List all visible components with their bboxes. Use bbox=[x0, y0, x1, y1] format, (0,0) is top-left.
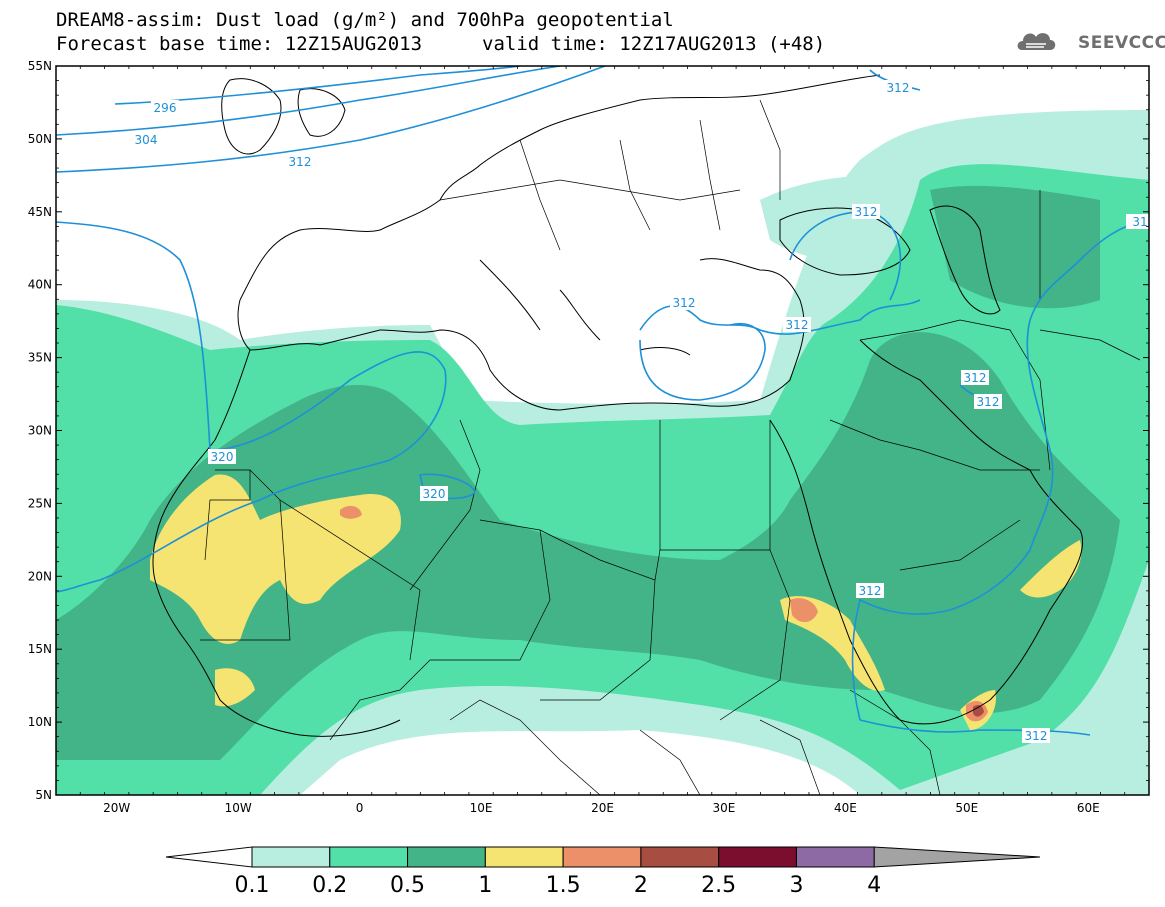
colorbar-label: 0.2 bbox=[312, 873, 347, 898]
contour-label: 312 bbox=[783, 317, 811, 332]
lat-label: 15N bbox=[28, 642, 52, 656]
svg-text:296: 296 bbox=[154, 101, 177, 115]
contour-label: 312 bbox=[1022, 728, 1050, 743]
svg-text:312: 312 bbox=[887, 81, 910, 95]
lon-label: 60E bbox=[1077, 801, 1100, 815]
colorbar-swatch bbox=[251, 846, 331, 868]
lat-label: 25N bbox=[28, 496, 52, 510]
coastlines bbox=[152, 74, 1084, 737]
colorbar: 0.1 0.2 0.5 1 1.5 2 2.5 3 4 bbox=[165, 846, 1041, 898]
colorbar-label: 1.5 bbox=[546, 873, 581, 898]
lat-label: 35N bbox=[28, 351, 52, 365]
colorbar-swatch bbox=[484, 846, 564, 868]
lon-label: 0 bbox=[356, 801, 364, 815]
latitude-labels: 55N 50N 45N 40N 35N 30N 25N 20N 15N 10N 5N bbox=[28, 59, 52, 802]
svg-text:312: 312 bbox=[855, 205, 878, 219]
contour-label: 31 bbox=[1126, 214, 1149, 229]
colorbar-under-triangle bbox=[165, 846, 253, 868]
svg-text:312: 312 bbox=[964, 371, 987, 385]
lat-label: 5N bbox=[35, 788, 52, 802]
svg-text:320: 320 bbox=[423, 487, 446, 501]
svg-text:304: 304 bbox=[135, 133, 158, 147]
contour-label: 296 bbox=[151, 100, 179, 115]
contour-label: 312 bbox=[286, 154, 314, 169]
country-borders bbox=[200, 99, 1141, 795]
colorbar-swatch bbox=[562, 846, 642, 868]
contour-label: 320 bbox=[208, 449, 236, 464]
contour-label: 312 bbox=[974, 394, 1002, 409]
forecast-base-time: Forecast base time: 12Z15AUG2013 bbox=[56, 33, 423, 55]
contour-label: 304 bbox=[132, 132, 160, 147]
svg-text:312: 312 bbox=[289, 155, 312, 169]
svg-text:320: 320 bbox=[211, 450, 234, 464]
lon-label: 10W bbox=[225, 801, 252, 815]
colorbar-swatch bbox=[795, 846, 875, 868]
contour-label: 312 bbox=[884, 80, 912, 95]
colorbar-label: 2.5 bbox=[701, 873, 736, 898]
colorbar-label: 4 bbox=[867, 873, 881, 898]
lon-label: 30E bbox=[713, 801, 736, 815]
lat-label: 10N bbox=[28, 715, 52, 729]
contour-labels: 296 304 312 312 312 312 312 312 312 312 … bbox=[132, 80, 1149, 743]
lat-label: 30N bbox=[28, 424, 52, 438]
colorbar-over-triangle bbox=[873, 846, 1041, 868]
contour-label: 312 bbox=[961, 370, 989, 385]
colorbar-swatch bbox=[407, 846, 486, 868]
svg-text:312: 312 bbox=[673, 296, 696, 310]
dust-layer-2 bbox=[340, 505, 988, 722]
lon-label: 10E bbox=[470, 801, 493, 815]
svg-text:31: 31 bbox=[1132, 215, 1147, 229]
colorbar-swatch bbox=[718, 846, 797, 868]
contour-label: 312 bbox=[852, 204, 880, 219]
chart-title: DREAM8-assim: Dust load (g/m²) and 700hP… bbox=[56, 9, 674, 31]
axis-ticks bbox=[55, 65, 1150, 796]
cloud-logo-icon bbox=[1017, 33, 1056, 50]
svg-text:312: 312 bbox=[977, 395, 1000, 409]
svg-text:312: 312 bbox=[859, 584, 882, 598]
contour-label: 320 bbox=[420, 486, 448, 501]
dust-layer-2.5 bbox=[973, 704, 984, 717]
colorbar-swatch bbox=[329, 846, 409, 868]
lat-label: 55N bbox=[28, 59, 52, 73]
svg-text:312: 312 bbox=[786, 318, 809, 332]
lat-label: 45N bbox=[28, 205, 52, 219]
contour-label: 312 bbox=[856, 583, 884, 598]
lon-label: 20W bbox=[103, 801, 130, 815]
lon-label: 40E bbox=[834, 801, 857, 815]
lat-label: 40N bbox=[28, 278, 52, 292]
contour-label: 312 bbox=[670, 295, 698, 310]
lat-label: 20N bbox=[28, 569, 52, 583]
colorbar-label: 3 bbox=[789, 873, 803, 898]
colorbar-swatch bbox=[640, 846, 720, 868]
lon-label: 50E bbox=[955, 801, 978, 815]
lon-label: 20E bbox=[591, 801, 614, 815]
longitude-labels: 20W 10W 0 10E 20E 30E 40E 50E 60E bbox=[103, 801, 1100, 815]
colorbar-label: 1 bbox=[478, 873, 492, 898]
colorbar-label: 0.5 bbox=[390, 873, 425, 898]
lat-label: 50N bbox=[28, 132, 52, 146]
valid-time: valid time: 12Z17AUG2013 (+48) bbox=[482, 33, 826, 55]
logo-text: SEEVCCC bbox=[1078, 33, 1165, 53]
colorbar-label: 0.1 bbox=[235, 873, 270, 898]
colorbar-label: 2 bbox=[634, 873, 648, 898]
svg-text:312: 312 bbox=[1025, 729, 1048, 743]
